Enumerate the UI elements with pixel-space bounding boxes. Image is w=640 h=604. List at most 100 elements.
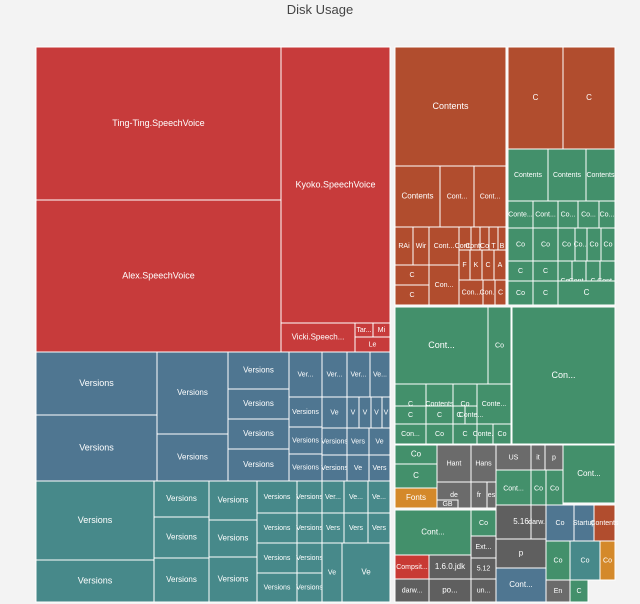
- treemap-tile-label: Contents: [586, 172, 615, 179]
- treemap-tile: [280, 46, 391, 324]
- treemap-tile-label: Versions: [79, 378, 114, 388]
- treemap-tile-label: Versions: [78, 515, 113, 525]
- treemap-tile-label: Co: [581, 557, 590, 564]
- treemap-tile-label: Versions: [243, 429, 274, 438]
- treemap-tile-label: Versions: [264, 494, 291, 501]
- treemap-tile-label: Con...: [435, 282, 454, 289]
- treemap-tile-label: Co: [516, 241, 525, 248]
- treemap-tile: [394, 165, 441, 228]
- treemap-tile-label: C: [586, 93, 592, 102]
- treemap-tile: [288, 453, 323, 482]
- treemap-tile-label: Cont...: [535, 211, 556, 218]
- treemap-tile-label: Co: [495, 342, 504, 349]
- treemap-tile-label: Vers: [372, 525, 387, 532]
- treemap-tile-label: Con...: [551, 370, 575, 380]
- treemap-tile-label: Co...: [600, 211, 615, 218]
- treemap-tile-label: Versions: [264, 555, 291, 562]
- treemap-tile-label: Vicki.Speech...: [292, 333, 345, 342]
- treemap-tile-label: Versions: [321, 438, 348, 445]
- treemap-tile-label: Versions: [177, 388, 208, 397]
- treemap-tile-label: Co...: [581, 211, 596, 218]
- treemap-tile-label: Versions: [292, 409, 319, 416]
- treemap-tile-label: Versions: [296, 525, 323, 532]
- treemap-tile-label: Hans: [475, 460, 492, 467]
- treemap-tile-label: Ver...: [298, 371, 314, 378]
- treemap-tile-label: Versions: [264, 525, 291, 532]
- treemap-tile: [507, 148, 549, 202]
- treemap-tile-label: C: [485, 262, 490, 269]
- treemap-tile-label: Co: [590, 241, 599, 248]
- treemap-tile-label: Versions: [177, 453, 208, 462]
- treemap-tile-label: de: [450, 492, 458, 499]
- treemap-tile-label: C: [518, 268, 523, 275]
- treemap-tile-label: Versions: [264, 584, 291, 591]
- treemap-tile: [256, 480, 298, 514]
- treemap-tile-label: C: [498, 289, 503, 296]
- treemap-tile-label: T: [491, 243, 496, 250]
- treemap-tile-label: V: [374, 409, 379, 416]
- treemap-tile: [476, 383, 512, 425]
- treemap-tile-label: Versions: [292, 437, 319, 444]
- treemap-tile: [507, 46, 564, 150]
- treemap-tile: [569, 579, 589, 603]
- treemap-tile-label: Mi: [378, 327, 386, 334]
- treemap-tile: [341, 542, 391, 603]
- treemap-tile-label: Vers: [326, 525, 341, 532]
- treemap-tile-label: Cont...: [509, 580, 533, 589]
- treemap-tile-label: Cont...: [428, 340, 455, 350]
- treemap-tile-label: C: [413, 471, 419, 480]
- treemap-tile: [495, 538, 547, 569]
- treemap-tile-label: Le: [369, 341, 377, 348]
- treemap-tile-label: darw...: [528, 519, 549, 526]
- treemap-tile-label: A: [498, 262, 503, 269]
- treemap-tile-label: Versions: [218, 575, 249, 584]
- treemap-tile-label: Co: [479, 520, 488, 527]
- treemap-tile-label: Co: [604, 241, 613, 248]
- treemap-tile: [532, 227, 559, 262]
- treemap-tile-label: 1.6.0.jdk: [435, 562, 466, 571]
- treemap-tile-label: Alex.SpeechVoice: [122, 270, 195, 280]
- treemap-tile-label: V: [384, 409, 389, 416]
- treemap-tile-label: Versions: [166, 575, 197, 584]
- treemap-tile-label: Contents: [553, 172, 582, 179]
- treemap-tile-label: Compsit...: [396, 564, 428, 571]
- treemap-tile-label: Cont...: [503, 485, 524, 492]
- treemap-tile-label: Ve: [354, 465, 362, 472]
- treemap-tile: [507, 200, 534, 229]
- treemap-tile-label: Co: [562, 241, 571, 248]
- treemap-tile-label: C: [408, 412, 413, 419]
- treemap-tile-label: Ver...: [327, 371, 343, 378]
- treemap-tile: [585, 148, 616, 202]
- treemap-tile: [394, 554, 430, 580]
- treemap-tile-label: Versions: [296, 494, 323, 501]
- treemap-tile: [35, 199, 282, 353]
- treemap-tile: [35, 480, 155, 561]
- treemap-tile-label: darw...: [402, 587, 423, 594]
- treemap-tile-label: Conte...: [473, 431, 498, 438]
- treemap-tile-label: Vers: [349, 525, 364, 532]
- treemap-tile-label: Cont...: [577, 469, 601, 478]
- treemap-tile-label: C: [456, 412, 461, 419]
- treemap-tile-label: Tar...: [356, 327, 371, 334]
- treemap-tile-label: Versions: [243, 460, 274, 469]
- treemap-tile-label: Versions: [78, 575, 113, 585]
- treemap-tile-label: fr: [477, 492, 482, 499]
- treemap-tile-label: Versions: [243, 366, 274, 375]
- treemap-tile-label: Con...: [401, 431, 420, 438]
- treemap-tile: [256, 512, 298, 544]
- treemap-tile: [511, 306, 616, 445]
- treemap-tile-label: C: [584, 288, 590, 297]
- treemap-tile-label: Contents: [425, 401, 454, 408]
- treemap-tile-label: V: [363, 409, 368, 416]
- treemap-tile: [343, 512, 369, 544]
- treemap-tile-label: Co: [498, 431, 507, 438]
- treemap-tile-label: Versions: [218, 496, 249, 505]
- treemap-tile: [562, 46, 616, 150]
- treemap-tile: [507, 280, 534, 306]
- treemap-tile-label: Versions: [321, 465, 348, 472]
- treemap-tile: [394, 463, 438, 489]
- treemap-tile: [343, 480, 369, 514]
- treemap-tile-label: Wir: [416, 243, 427, 250]
- treemap-tile: [208, 519, 258, 558]
- treemap-tile-label: V: [351, 409, 356, 416]
